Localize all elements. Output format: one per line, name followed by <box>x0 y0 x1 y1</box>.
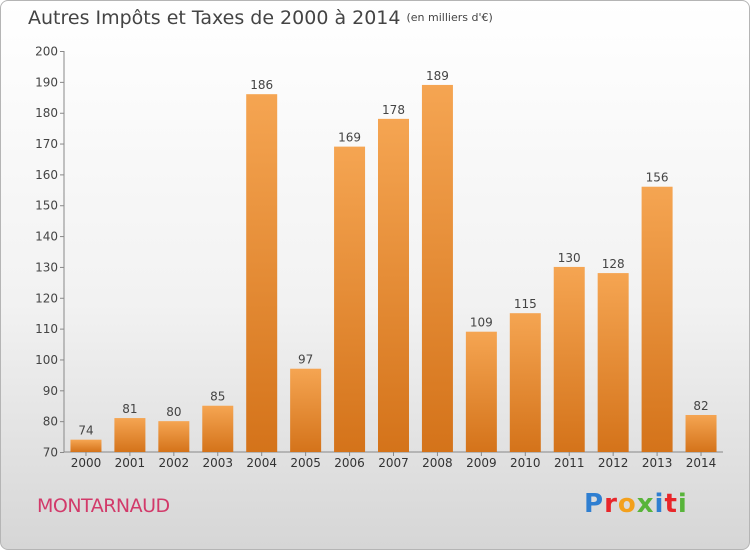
chart-title: Autres Impôts et Taxes de 2000 à 2014 (en… <box>28 7 493 29</box>
bar-2005 <box>290 368 322 452</box>
data-labels: 74 81 80 85 186 97 169 178 189 109 115 130 128 156 82 <box>78 69 708 438</box>
data-label: 85 <box>210 390 225 404</box>
bar-2007 <box>378 118 409 452</box>
bar-2008 <box>421 84 453 452</box>
data-label: 189 <box>426 69 449 83</box>
bar-2004 <box>246 94 278 452</box>
logo-letter: i <box>654 489 665 519</box>
bar-2014 <box>685 414 717 452</box>
x-tick-label: 2013 <box>642 456 673 470</box>
x-tick-label: 2003 <box>202 456 233 470</box>
data-label: 109 <box>470 316 493 330</box>
x-tick-label: 2001 <box>115 456 146 470</box>
logo-letter: r <box>604 489 618 519</box>
x-tick-label: 2009 <box>466 456 497 470</box>
logo-letter: o <box>617 489 637 519</box>
x-tick-label: 2000 <box>71 456 102 470</box>
bar-2002 <box>158 421 190 452</box>
data-label: 74 <box>78 424 93 438</box>
y-tick-label: 180 <box>35 106 58 120</box>
proxiti-logo[interactable]: Proxiti <box>584 489 688 519</box>
y-tick-label: 130 <box>35 260 58 274</box>
data-label: 130 <box>558 251 581 265</box>
x-tick-label: 2004 <box>246 456 277 470</box>
data-label: 178 <box>382 103 405 117</box>
data-label: 169 <box>338 131 361 145</box>
bar-2010 <box>509 313 541 452</box>
y-tick-label: 90 <box>43 384 58 398</box>
x-tick-label: 2007 <box>378 456 409 470</box>
x-tick-label: 2005 <box>290 456 321 470</box>
bar-2009 <box>465 331 497 452</box>
data-label: 97 <box>298 353 313 367</box>
logo-letter: i <box>677 489 688 519</box>
data-label: 128 <box>602 257 625 271</box>
x-tick-label: 2012 <box>598 456 629 470</box>
bar-2001 <box>114 418 146 452</box>
bar-2003 <box>202 405 234 452</box>
x-tick-label: 2011 <box>554 456 585 470</box>
x-tick-label: 2010 <box>510 456 541 470</box>
y-tick-label: 170 <box>35 137 58 151</box>
chart-unit: (en milliers d'€) <box>406 11 493 24</box>
logo-letter: t <box>664 489 678 519</box>
logo-letter: x <box>636 489 655 519</box>
y-tick-label: 110 <box>35 322 58 336</box>
data-label: 82 <box>693 399 708 413</box>
bar-2013 <box>641 186 673 452</box>
data-label: 80 <box>166 405 181 419</box>
data-label: 81 <box>122 402 137 416</box>
y-tick-label: 120 <box>35 291 58 305</box>
y-tick-label: 70 <box>43 446 58 460</box>
chart-title-text: Autres Impôts et Taxes de 2000 à 2014 <box>28 7 401 29</box>
x-tick-label: 2006 <box>334 456 365 470</box>
y-tick-label: 150 <box>35 199 58 213</box>
y-tick-label: 140 <box>35 230 58 244</box>
bar-2006 <box>334 146 366 452</box>
commune-name: MONTARNAUD <box>37 495 170 517</box>
logo-letter: P <box>584 489 605 519</box>
y-tick-label: 200 <box>35 45 58 59</box>
bar-2012 <box>597 273 629 452</box>
y-tick-label: 80 <box>43 415 58 429</box>
data-label: 115 <box>514 297 537 311</box>
y-tick-label: 190 <box>35 75 58 89</box>
data-label: 186 <box>250 78 273 92</box>
bar-2000 <box>70 439 102 452</box>
x-tick-label: 2002 <box>159 456 190 470</box>
data-label: 156 <box>646 171 669 185</box>
y-tick-label: 160 <box>35 168 58 182</box>
bars <box>70 84 717 452</box>
x-tick-label: 2014 <box>686 456 717 470</box>
y-tick-label: 100 <box>35 353 58 367</box>
x-tick-label: 2008 <box>422 456 453 470</box>
bar-2011 <box>553 266 585 452</box>
